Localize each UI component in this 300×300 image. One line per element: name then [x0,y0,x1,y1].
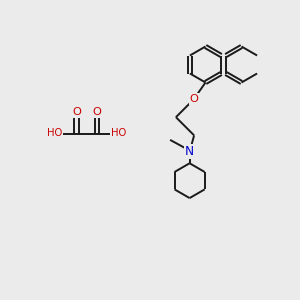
Text: N: N [185,146,194,158]
Text: HO: HO [111,128,126,139]
Text: O: O [72,106,81,117]
Text: O: O [92,106,101,117]
Text: O: O [190,94,199,104]
Text: HO: HO [47,128,62,139]
